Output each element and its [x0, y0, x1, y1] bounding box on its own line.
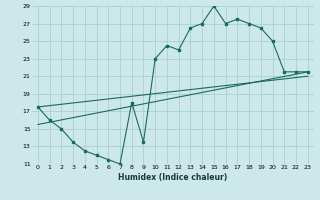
X-axis label: Humidex (Indice chaleur): Humidex (Indice chaleur)	[118, 173, 228, 182]
